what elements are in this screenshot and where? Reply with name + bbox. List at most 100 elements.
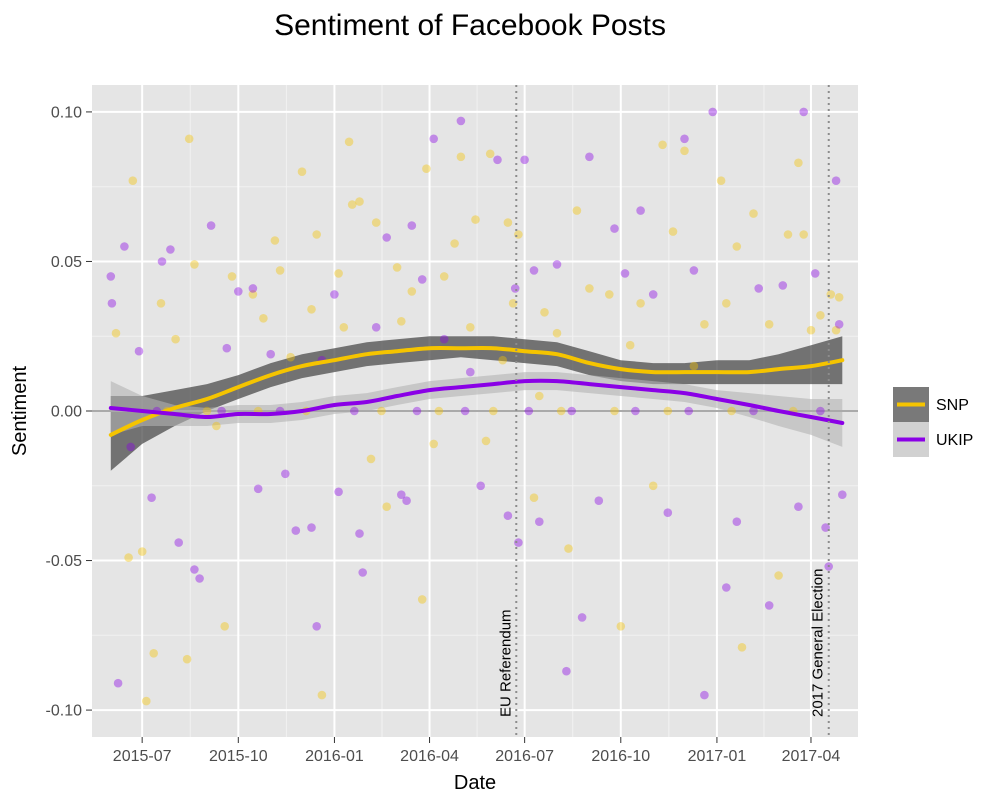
point-ukip bbox=[562, 666, 571, 676]
point-ukip bbox=[217, 406, 226, 416]
point-snp bbox=[485, 149, 495, 159]
y-tick-label: 0.10 bbox=[51, 104, 82, 121]
point-ukip bbox=[577, 613, 587, 622]
point-ukip bbox=[749, 406, 758, 416]
point-ukip bbox=[700, 690, 709, 700]
point-ukip bbox=[834, 320, 844, 329]
point-snp bbox=[142, 696, 151, 706]
point-ukip bbox=[358, 568, 368, 577]
point-snp bbox=[658, 140, 667, 150]
point-ukip bbox=[417, 275, 427, 284]
point-snp bbox=[182, 654, 192, 664]
point-ukip bbox=[594, 496, 604, 506]
point-ukip bbox=[816, 406, 825, 416]
point-snp bbox=[552, 328, 562, 338]
point-snp bbox=[625, 340, 635, 350]
point-snp bbox=[366, 454, 376, 464]
point-ukip bbox=[466, 367, 475, 377]
point-ukip bbox=[838, 490, 847, 500]
point-snp bbox=[680, 146, 689, 156]
point-snp bbox=[514, 230, 523, 239]
point-ukip bbox=[810, 269, 820, 278]
point-ukip bbox=[157, 257, 167, 266]
point-snp bbox=[783, 230, 793, 239]
point-snp bbox=[111, 328, 121, 338]
point-ukip bbox=[689, 266, 699, 275]
x-axis-ticks: 2015-07 2015-10 2016-01 2016-04 2016-07 2016-… bbox=[113, 737, 841, 765]
point-ukip bbox=[402, 496, 411, 506]
point-ukip bbox=[397, 490, 406, 500]
point-ukip bbox=[412, 406, 422, 416]
point-snp bbox=[774, 571, 783, 580]
point-snp bbox=[450, 239, 459, 248]
point-ukip bbox=[631, 406, 640, 416]
x-axis-title: Date bbox=[454, 772, 496, 794]
event-label: 2017 General Election bbox=[810, 569, 827, 717]
point-snp bbox=[429, 439, 439, 449]
point-snp bbox=[397, 317, 406, 326]
point-snp bbox=[816, 311, 825, 320]
point-snp bbox=[794, 158, 803, 168]
point-snp bbox=[371, 218, 381, 227]
point-snp bbox=[727, 406, 736, 416]
point-snp bbox=[355, 197, 364, 206]
x-tick-label: 2017-04 bbox=[782, 748, 841, 765]
point-snp bbox=[317, 690, 327, 700]
point-snp bbox=[831, 325, 841, 335]
point-ukip bbox=[355, 529, 364, 538]
point-ukip bbox=[126, 442, 135, 452]
point-ukip bbox=[439, 334, 449, 344]
x-tick-label: 2016-04 bbox=[400, 748, 459, 765]
point-ukip bbox=[514, 538, 523, 547]
point-snp bbox=[799, 230, 808, 239]
point-snp bbox=[722, 299, 731, 308]
smooth-line-ukip bbox=[108, 378, 845, 425]
point-ukip bbox=[330, 290, 339, 299]
point-ukip bbox=[312, 622, 322, 631]
point-snp bbox=[422, 164, 431, 173]
point-snp bbox=[535, 391, 544, 401]
point-ukip bbox=[831, 176, 841, 185]
point-snp bbox=[227, 272, 237, 281]
x-tick-label: 2016-07 bbox=[495, 748, 554, 765]
point-ukip bbox=[107, 299, 117, 308]
point-ukip bbox=[174, 538, 183, 547]
point-snp bbox=[508, 299, 518, 308]
legend-label-snp: SNP bbox=[936, 397, 969, 414]
point-ukip bbox=[732, 517, 742, 526]
point-snp bbox=[434, 406, 444, 416]
point-snp bbox=[307, 305, 316, 314]
point-snp bbox=[286, 352, 295, 362]
smooth-line-snp bbox=[108, 345, 845, 437]
point-ukip bbox=[794, 502, 803, 512]
point-ukip bbox=[476, 481, 486, 491]
event-markers: EU Referendum 2017 General Election bbox=[497, 85, 830, 737]
point-snp bbox=[732, 242, 742, 251]
point-ukip bbox=[166, 245, 175, 254]
point-ukip bbox=[585, 152, 594, 162]
point-ukip bbox=[778, 281, 788, 290]
point-snp bbox=[417, 595, 427, 604]
point-ukip bbox=[429, 134, 439, 144]
point-snp bbox=[149, 649, 158, 658]
point-snp bbox=[344, 137, 354, 147]
point-ukip bbox=[460, 406, 470, 416]
point-snp bbox=[392, 263, 402, 272]
point-ukip bbox=[708, 107, 717, 117]
point-ukip bbox=[253, 484, 263, 494]
point-snp bbox=[275, 266, 285, 275]
point-ukip bbox=[134, 346, 144, 356]
point-ukip bbox=[307, 523, 316, 532]
point-snp bbox=[137, 547, 147, 556]
legend: SNP UKIP bbox=[893, 387, 973, 457]
point-snp bbox=[529, 493, 539, 503]
point-snp bbox=[668, 227, 678, 236]
point-snp bbox=[498, 355, 508, 365]
point-ukip bbox=[190, 565, 199, 574]
point-ukip bbox=[407, 221, 417, 230]
y-tick-label: 0.00 bbox=[51, 404, 82, 421]
point-ukip bbox=[222, 343, 232, 353]
point-ukip bbox=[684, 406, 693, 416]
point-snp bbox=[663, 406, 673, 416]
y-tick-label: -0.05 bbox=[46, 553, 83, 570]
